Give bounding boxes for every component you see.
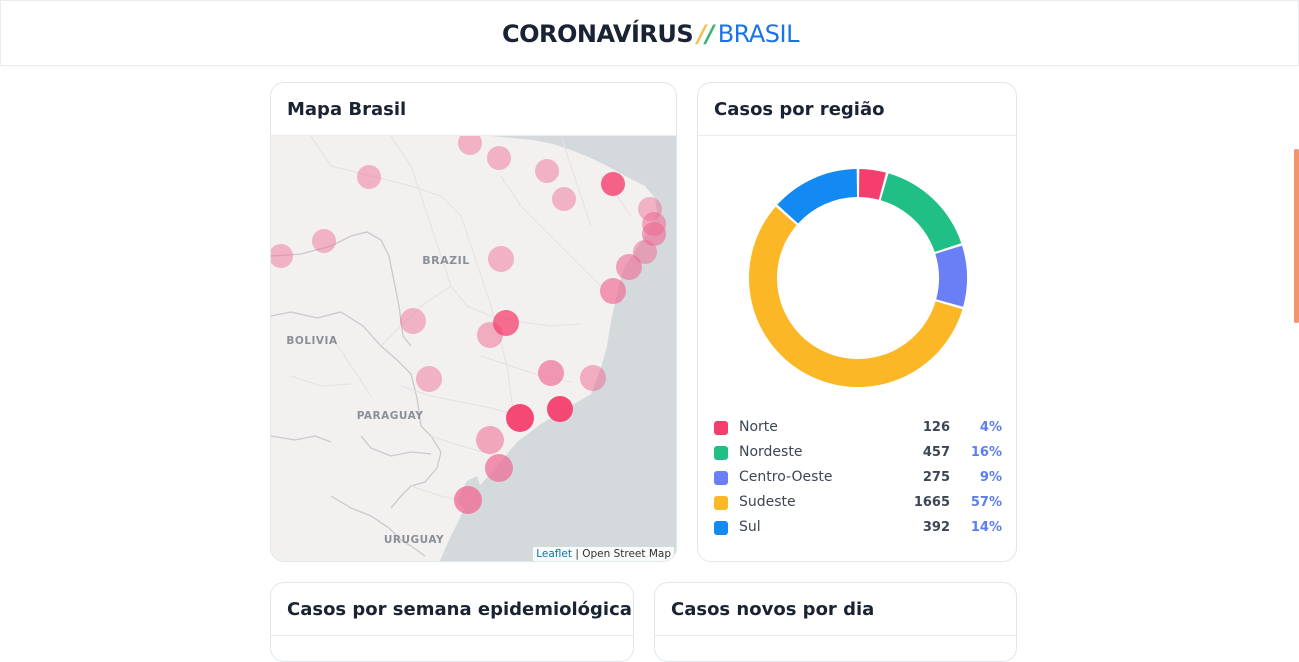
leaflet-link[interactable]: Leaflet <box>536 548 572 560</box>
legend-item-norte[interactable]: Norte 126 4% <box>714 419 1002 444</box>
legend-percent: 57% <box>970 495 1002 510</box>
divider <box>271 135 676 136</box>
case-marker[interactable] <box>488 246 514 272</box>
region-legend: Norte 126 4% Nordeste 457 16% Centro-Oeste 275 9… <box>714 419 1002 544</box>
case-marker[interactable] <box>538 360 564 386</box>
case-marker[interactable] <box>600 278 626 304</box>
case-marker[interactable] <box>487 146 511 170</box>
title-main: CORONAVÍRUS <box>502 20 694 48</box>
donut-slice-sul[interactable] <box>777 169 858 224</box>
legend-count: 457 <box>922 445 950 460</box>
map-canvas[interactable]: BRAZIL BOLIVIA PARAGUAY URUGUAY <box>271 136 677 562</box>
label-bolivia: BOLIVIA <box>286 335 338 347</box>
label-paraguay: PARAGUAY <box>357 410 424 422</box>
case-marker[interactable] <box>633 240 657 264</box>
daily-cases-card: Casos novos por dia <box>654 582 1017 662</box>
legend-count: 126 <box>922 420 950 435</box>
region-card: Casos por região Norte 126 4% Nordeste 457 16… <box>697 82 1017 562</box>
legend-swatch <box>714 521 728 535</box>
case-marker[interactable] <box>476 426 504 454</box>
legend-count: 1665 <box>913 495 950 510</box>
case-marker[interactable] <box>400 308 426 334</box>
map-card: Mapa Brasil <box>270 82 677 562</box>
legend-percent: 14% <box>970 520 1002 535</box>
case-marker[interactable] <box>312 229 336 253</box>
divider <box>271 635 633 636</box>
case-markers <box>271 136 666 514</box>
case-marker[interactable] <box>580 365 606 391</box>
legend-label: Nordeste <box>739 444 803 460</box>
title-separator: // <box>697 20 714 48</box>
legend-swatch <box>714 496 728 510</box>
case-marker[interactable] <box>601 172 625 196</box>
legend-label: Centro-Oeste <box>739 469 833 485</box>
daily-cases-title: Casos novos por dia <box>671 599 875 620</box>
label-brazil: BRAZIL <box>422 254 469 267</box>
legend-percent: 4% <box>979 420 1002 435</box>
case-marker[interactable] <box>271 244 293 268</box>
case-marker[interactable] <box>454 486 482 514</box>
case-marker[interactable] <box>458 136 482 155</box>
legend-percent: 16% <box>970 445 1002 460</box>
label-uruguay: URUGUAY <box>384 534 444 546</box>
case-marker[interactable] <box>547 396 573 422</box>
case-marker[interactable] <box>506 404 534 432</box>
weekly-cases-card: Casos por semana epidemiológica <box>270 582 634 662</box>
country-borders <box>271 231 442 557</box>
case-marker[interactable] <box>493 310 519 336</box>
case-marker[interactable] <box>485 454 513 482</box>
divider <box>698 135 1016 136</box>
legend-item-sul[interactable]: Sul 392 14% <box>714 519 1002 544</box>
legend-swatch <box>714 446 728 460</box>
case-marker[interactable] <box>616 254 642 280</box>
region-donut-chart[interactable] <box>698 136 1017 416</box>
map-card-title: Mapa Brasil <box>287 99 407 120</box>
case-marker[interactable] <box>535 159 559 183</box>
state-borders <box>290 136 632 503</box>
legend-count: 392 <box>922 520 950 535</box>
legend-label: Norte <box>739 419 778 435</box>
legend-label: Sudeste <box>739 494 796 510</box>
osm-attribution: Open Street Map <box>582 548 671 560</box>
legend-item-sudeste[interactable]: Sudeste 1665 57% <box>714 494 1002 519</box>
donut-slice-sudeste[interactable] <box>749 206 963 387</box>
case-marker[interactable] <box>357 165 381 189</box>
donut-slice-nordeste[interactable] <box>880 173 962 253</box>
legend-count: 275 <box>922 470 950 485</box>
legend-percent: 9% <box>979 470 1002 485</box>
legend-item-centro-oeste[interactable]: Centro-Oeste 275 9% <box>714 469 1002 494</box>
donut-slice-centro-oeste[interactable] <box>935 245 967 307</box>
case-marker[interactable] <box>552 187 576 211</box>
ocean-area <box>439 136 676 561</box>
legend-item-nordeste[interactable]: Nordeste 457 16% <box>714 444 1002 469</box>
app-header: CORONAVÍRUS//BRASIL <box>0 0 1299 66</box>
weekly-cases-title: Casos por semana epidemiológica <box>287 599 632 620</box>
title-country: BRASIL <box>717 20 800 48</box>
divider <box>655 635 1016 636</box>
legend-label: Sul <box>739 519 761 535</box>
region-card-title: Casos por região <box>714 99 885 120</box>
app-title[interactable]: CORONAVÍRUS//BRASIL <box>1 19 1299 49</box>
map-view[interactable]: BRAZIL BOLIVIA PARAGUAY URUGUAY <box>271 136 677 562</box>
legend-swatch <box>714 471 728 485</box>
map-attribution: Leaflet | Open Street Map <box>533 547 674 561</box>
scrollbar-thumb[interactable] <box>1294 149 1299 323</box>
legend-swatch <box>714 421 728 435</box>
case-marker[interactable] <box>416 366 442 392</box>
case-marker[interactable] <box>642 222 666 246</box>
donut-slice-norte[interactable] <box>858 169 886 200</box>
